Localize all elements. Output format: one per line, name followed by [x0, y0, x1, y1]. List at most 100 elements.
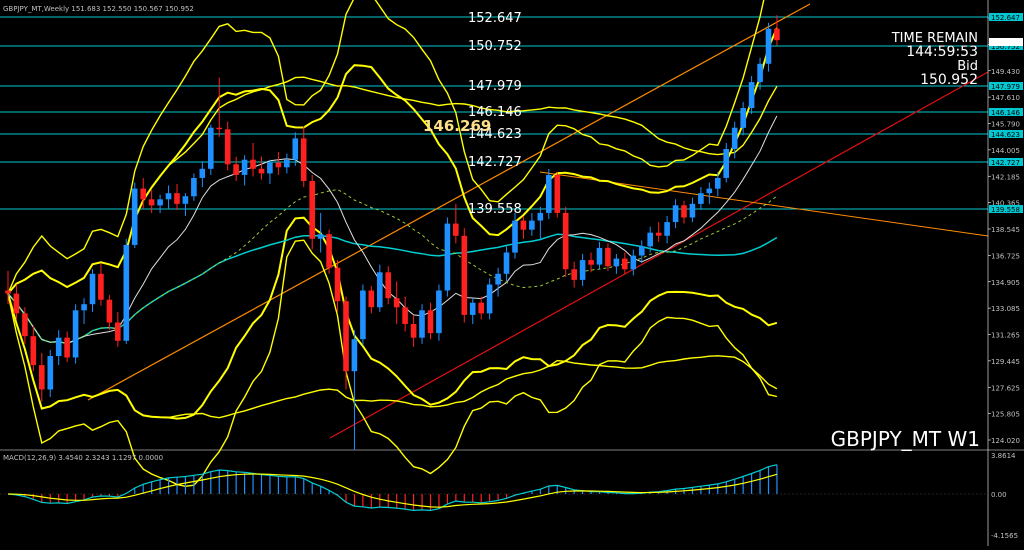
- candle-body: [157, 199, 163, 206]
- candle-body: [664, 222, 670, 236]
- bollinger-20-3-lower: [7, 239, 778, 488]
- candle-body: [115, 322, 121, 341]
- price-tick-label: 144.005: [991, 147, 1020, 155]
- bollinger-52-2-lower: [7, 293, 778, 419]
- candle-body: [393, 298, 400, 308]
- candle-body: [402, 307, 408, 324]
- candle-body: [613, 258, 620, 267]
- candle-body: [740, 108, 746, 128]
- candle-body: [224, 129, 231, 165]
- candle-body: [5, 290, 11, 294]
- candle-body: [140, 188, 146, 200]
- candle-body: [284, 159, 290, 168]
- ask-marker: [989, 38, 1023, 46]
- level-label-4: 146.146: [468, 105, 522, 120]
- candle-body: [30, 336, 37, 366]
- candle-body: [579, 260, 586, 280]
- price-level-tag: [989, 158, 1023, 166]
- candle-body: [605, 247, 611, 267]
- time-remain-value: 144:59:53: [906, 44, 978, 60]
- price-level-tag-label: 152.647: [991, 14, 1020, 22]
- candle-body: [368, 290, 375, 308]
- candle-body: [385, 272, 391, 299]
- price-tick-label: 125.805: [991, 411, 1020, 419]
- price-tick-label: 142.185: [991, 173, 1020, 181]
- candle-body: [360, 290, 366, 340]
- candle-body: [216, 127, 222, 130]
- level-label-2: 150.752: [468, 39, 522, 54]
- moving-average-26: [7, 188, 778, 345]
- candle-body: [461, 235, 468, 315]
- price-tick-label: 124.020: [991, 437, 1020, 445]
- candle-body: [72, 310, 79, 358]
- candle-body: [317, 234, 324, 239]
- candle-body: [106, 299, 113, 323]
- candle-body: [571, 269, 577, 280]
- candle-body: [419, 310, 425, 338]
- candle-body: [174, 193, 180, 204]
- candle-body: [546, 174, 552, 213]
- candle-body: [478, 302, 484, 314]
- candle-body: [292, 138, 299, 160]
- level-label-6: 142.727: [468, 155, 522, 170]
- highlight-price-label: 146.269: [423, 117, 491, 135]
- price-tick-label: 127.625: [991, 384, 1020, 392]
- candle-body: [233, 164, 239, 175]
- price-tick-label: 149.430: [991, 68, 1020, 76]
- candle-body: [309, 181, 315, 239]
- price-level-tag: [989, 82, 1023, 90]
- candle-body: [715, 178, 721, 189]
- macd-scale-label: -4.1565: [991, 532, 1018, 540]
- candle-body: [512, 220, 518, 253]
- bid-label: Bid: [957, 59, 978, 74]
- candle-body: [55, 337, 62, 356]
- candle-body: [731, 127, 738, 149]
- candle-body: [453, 223, 459, 236]
- candle-body: [13, 293, 20, 314]
- candle-body: [639, 246, 645, 256]
- candle-body: [191, 178, 197, 197]
- candle-body: [757, 63, 763, 83]
- candle-body: [630, 255, 637, 270]
- macd-scale-label: 0.00: [991, 491, 1007, 499]
- candle-body: [300, 138, 307, 181]
- price-level-tag-label: 147.979: [991, 83, 1020, 91]
- candle-body: [706, 188, 713, 194]
- candle-body: [258, 168, 265, 174]
- candle-body: [596, 247, 603, 265]
- moving-average-10: [7, 115, 778, 345]
- candle-body: [681, 205, 687, 218]
- candle-body: [554, 174, 561, 213]
- price-level-tag-label: 150.752: [991, 43, 1020, 51]
- price-level-tag-label: 142.727: [991, 159, 1020, 167]
- candle-body: [503, 252, 510, 274]
- level-label-3: 147.979: [468, 79, 522, 94]
- candle-body: [647, 232, 653, 247]
- price-tick-label: 140.365: [991, 200, 1020, 208]
- candle-body: [47, 356, 54, 390]
- symbol-watermark: GBPJPY_MT W1: [831, 427, 980, 451]
- price-tick-label: 133.085: [991, 305, 1020, 313]
- candle-body: [427, 310, 434, 334]
- bid-value: 150.952: [920, 72, 978, 88]
- candle-body: [64, 337, 70, 358]
- macd-label: MACD(12,26,9) 3.4540 2.3243 1.1297 0.000…: [3, 454, 163, 462]
- candle-body: [774, 28, 780, 41]
- candle-body: [529, 220, 535, 230]
- candle-body: [698, 193, 704, 204]
- price-level-tag: [989, 130, 1023, 138]
- candle-body: [486, 284, 493, 314]
- price-level-tag-label: 144.623: [991, 131, 1020, 139]
- bollinger-20-3-upper: [7, 0, 765, 294]
- candle-body: [495, 273, 501, 285]
- macd-signal-line: [7, 473, 778, 508]
- price-tick-label: 134.905: [991, 279, 1020, 287]
- moving-average-52: [7, 233, 778, 345]
- level-label-1: 152.647: [468, 11, 522, 26]
- price-level-tag: [989, 205, 1023, 213]
- candle-body: [562, 212, 569, 270]
- trendline-support: [329, 71, 989, 439]
- candle-body: [208, 127, 214, 169]
